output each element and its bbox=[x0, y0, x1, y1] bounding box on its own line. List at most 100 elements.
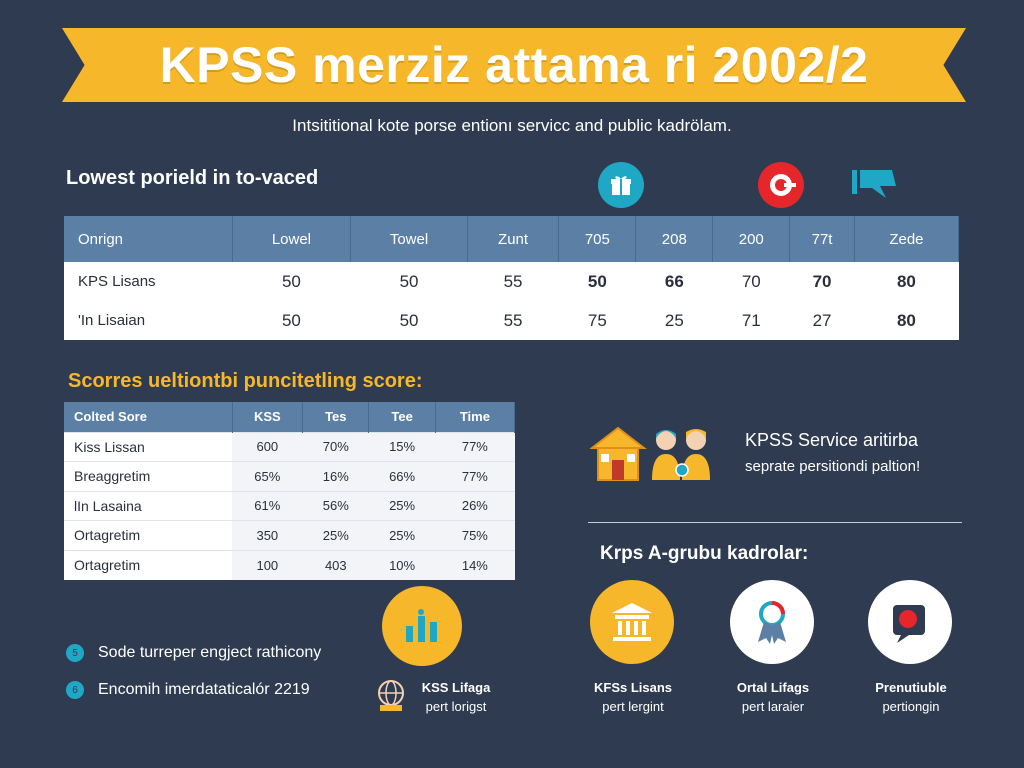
table-cell: 50 bbox=[350, 262, 468, 301]
column-header: 200 bbox=[712, 216, 791, 262]
section2-heading: Scorres ueltiontbi puncitetling score: bbox=[68, 370, 423, 392]
caption-kss-lifaga: KSS Lifaga pert lorigst bbox=[406, 678, 506, 716]
bank-icon bbox=[590, 580, 674, 664]
caption-line2: pert lergint bbox=[602, 699, 664, 714]
table-row: KPS Lisans 50 50 55 50 66 70 70 80 bbox=[64, 262, 959, 301]
table-cell: 14% bbox=[435, 549, 515, 580]
caption-line1: KSS Lifaga bbox=[421, 680, 491, 695]
service-title: KPSS Service aritirba bbox=[745, 430, 919, 450]
table-cell: 70% bbox=[302, 431, 369, 462]
globe-icon bbox=[372, 677, 410, 713]
column-header: KSS bbox=[232, 402, 304, 432]
table-cell: 80 bbox=[854, 301, 959, 340]
table-cell: 403 bbox=[302, 549, 369, 580]
gift-icon bbox=[598, 162, 644, 208]
record-icon bbox=[758, 162, 804, 208]
title-banner: KPSS merziz attama ri 2002/2 bbox=[62, 28, 966, 102]
table-row: Breaggretim 65% 16% 66% 77% bbox=[64, 461, 515, 491]
table-cell: 61% bbox=[232, 490, 303, 521]
section-divider bbox=[588, 522, 962, 523]
table-header-row: Onrign Lowel Towel Zunt 705 208 200 77t … bbox=[64, 216, 960, 262]
table-cell: 77% bbox=[435, 431, 515, 462]
column-header: 77t bbox=[789, 216, 855, 262]
caption-kfss-lisans: KFSs Lisans pert lergint bbox=[578, 678, 688, 716]
column-header: Tee bbox=[368, 402, 436, 432]
table-cell: 26% bbox=[435, 490, 515, 521]
column-header: Onrign bbox=[64, 216, 233, 262]
table-cell: 16% bbox=[302, 461, 369, 491]
row-label: 'In Lisaian bbox=[64, 301, 232, 340]
note-text: Encomih imerdataticalór 2219 bbox=[98, 681, 310, 698]
note-item: 5 Sode turreper engject rathicony bbox=[66, 644, 321, 662]
table-cell: 55 bbox=[467, 301, 559, 340]
a-grubu-heading: Krps A-grubu kadrolar: bbox=[600, 543, 809, 564]
note-badge: 5 bbox=[66, 644, 84, 662]
column-header: Tes bbox=[302, 402, 370, 432]
page-title: KPSS merziz attama ri 2002/2 bbox=[159, 37, 869, 93]
column-header: Towel bbox=[350, 216, 468, 262]
table-cell: 56% bbox=[302, 490, 369, 521]
table-cell: 600 bbox=[232, 431, 303, 462]
flag-icon bbox=[850, 164, 898, 204]
table-cell: 50 bbox=[232, 262, 351, 301]
table-cell: 25% bbox=[368, 520, 436, 550]
table-cell: 27 bbox=[789, 301, 855, 340]
caption-ortal-lifags: Ortal Lifags pert laraier bbox=[718, 678, 828, 716]
row-label: lIn Lasaina bbox=[64, 490, 232, 521]
table-row: 'In Lisaian 50 50 55 75 25 71 27 80 bbox=[64, 301, 959, 340]
table-cell: 50 bbox=[232, 301, 351, 340]
caption-prenutiuble: Prenutiuble pertiongin bbox=[856, 678, 966, 716]
table-row: Ortagretim 350 25% 25% 75% bbox=[64, 520, 515, 550]
note-badge: 6 bbox=[66, 681, 84, 699]
people-icon bbox=[652, 429, 710, 480]
table-cell: 70 bbox=[712, 262, 790, 301]
caption-line1: Prenutiuble bbox=[875, 680, 947, 695]
table-cell: 15% bbox=[368, 431, 436, 462]
table-cell: 71 bbox=[712, 301, 790, 340]
table-cell: 75 bbox=[558, 301, 636, 340]
house-icon bbox=[589, 426, 647, 481]
note-text: Sode turreper engject rathicony bbox=[98, 644, 322, 661]
row-label: Ortagretim bbox=[64, 549, 232, 580]
section1-heading: Lowest porield in to-vaced bbox=[66, 167, 319, 189]
caption-line2: pert lorigst bbox=[425, 699, 487, 714]
column-header: Zunt bbox=[467, 216, 560, 262]
lowest-scores-table: Onrign Lowel Towel Zunt 705 208 200 77t … bbox=[64, 216, 960, 340]
table-cell: 80 bbox=[854, 262, 959, 301]
column-header: 705 bbox=[558, 216, 637, 262]
service-info: KPSS Service aritirba seprate persitiond… bbox=[745, 430, 920, 475]
row-label: Ortagretim bbox=[64, 520, 232, 550]
table-cell: 25% bbox=[302, 520, 369, 550]
caption-line1: KFSs Lisans bbox=[593, 680, 673, 695]
table-row: lIn Lasaina 61% 56% 25% 26% bbox=[64, 490, 515, 521]
column-header: 208 bbox=[635, 216, 714, 262]
table-cell: 50 bbox=[350, 301, 468, 340]
column-header: Time bbox=[435, 402, 516, 432]
table-header-row: Colted Sore KSS Tes Tee Time bbox=[64, 402, 516, 432]
row-label: KPS Lisans bbox=[64, 262, 232, 301]
house-people-illustration bbox=[589, 424, 720, 484]
chart-icon bbox=[382, 586, 462, 666]
table-cell: 55 bbox=[467, 262, 559, 301]
table-cell: 50 bbox=[558, 262, 636, 301]
ribbon-award-icon bbox=[730, 580, 814, 664]
table-cell: 10% bbox=[368, 549, 436, 580]
table-cell: 65% bbox=[232, 461, 303, 491]
caption-line2: pertiongin bbox=[882, 699, 940, 714]
caption-line1: Ortal Lifags bbox=[736, 680, 810, 695]
alert-badge-icon bbox=[868, 580, 952, 664]
table-cell: 77% bbox=[435, 461, 515, 491]
caption-line2: pert laraier bbox=[741, 699, 805, 714]
table-row: Ortagretim 100 403 10% 14% bbox=[64, 549, 515, 580]
page-subtitle: Intsititional kote porse entionı servicc… bbox=[292, 116, 732, 135]
row-label: Kiss Lissan bbox=[64, 431, 232, 462]
table-cell: 350 bbox=[232, 520, 303, 550]
service-subtitle: seprate persitiondi paltion! bbox=[745, 458, 921, 475]
table-cell: 66 bbox=[635, 262, 713, 301]
column-header: Colted Sore bbox=[64, 402, 233, 432]
row-label: Breaggretim bbox=[64, 461, 232, 491]
table-cell: 75% bbox=[435, 520, 515, 550]
table-cell: 25% bbox=[368, 490, 436, 521]
column-header: Zede bbox=[854, 216, 960, 262]
score-percent-table: Colted Sore KSS Tes Tee Time Kiss Lissan… bbox=[64, 402, 516, 580]
